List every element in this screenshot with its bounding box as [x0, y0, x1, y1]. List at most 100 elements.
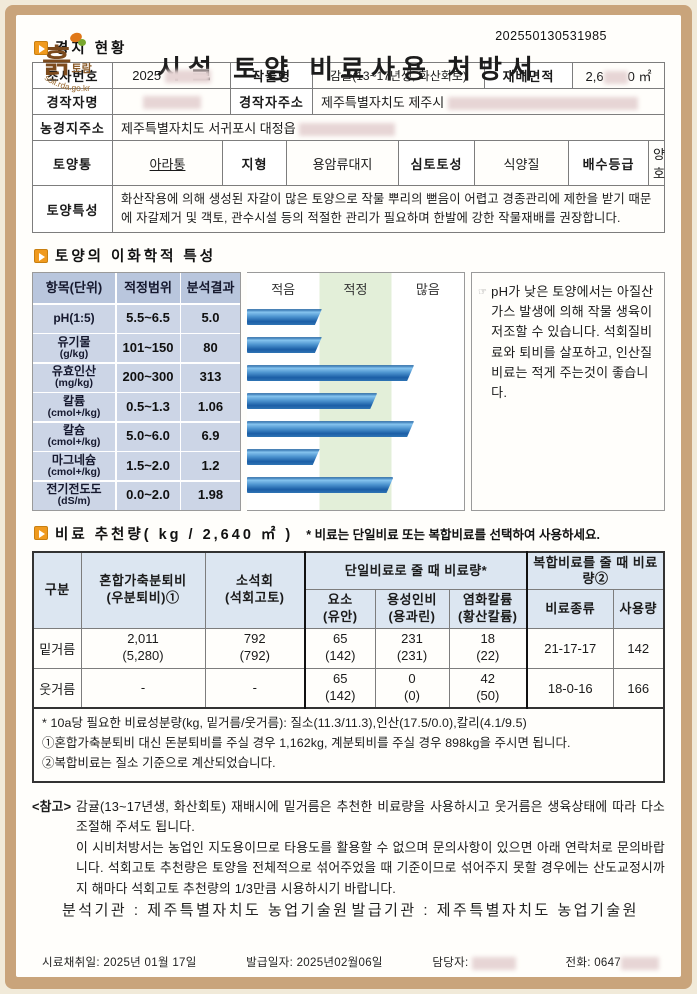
row-label: 밑거름: [32, 627, 82, 669]
fertilizer-select-note: * 비료는 단일비료 또는 복합비료를 선택하여 사용하세요.: [306, 527, 600, 542]
compost-value: -: [80, 667, 206, 709]
reference-paragraph: 감귤(13~17년생, 화산회토) 재배시에 밑거름은 추천한 비료량을 사용하…: [76, 798, 665, 835]
urea-value: 65 (142): [304, 667, 376, 709]
farmer-name-value: [112, 88, 231, 115]
redacted-value: [299, 123, 396, 137]
group-compound-fertilizer: 복합비료를 줄 때 비료량②: [526, 551, 665, 591]
chart-zone-labels: 적음 적정 많음: [247, 273, 464, 303]
reference-label: <참고>: [32, 798, 72, 814]
chart-range: 0.5~1.3: [116, 393, 180, 422]
chart-item-calcium: 칼슘 (cmol+/kg): [33, 422, 115, 451]
issue-org: 발급기관 : 제주특별자치도 농업기술원: [351, 902, 639, 920]
col-potassium: 염화칼륨 (황산칼륨): [448, 589, 528, 629]
table-row: 토양통 아라통 지형 용암류대지 심토토성 식양질 배수등급 양호: [32, 140, 665, 186]
subsoil-texture-value: 식양질: [474, 140, 569, 186]
table-row: 요소 (유안) 용성인비 (용과린) 염화칼륨 (황산칼륨) 비료종류 사용량: [33, 589, 665, 629]
lime-value: -: [204, 667, 306, 709]
npk-value: 21-17-17: [526, 627, 614, 669]
topography-label: 지형: [222, 140, 287, 186]
section-fertilizer-label: 비료 추천량( kg / 2,640 ㎡ ): [55, 526, 294, 543]
chart-value-table: 항목(단위) 적정범위 분석결과 pH(1:5) 5.5~6.5 5.0 유기물…: [32, 272, 241, 511]
land-addr-label: 농경지주소: [32, 114, 113, 141]
footnote-line: ①혼합가축분퇴비 대신 돈분퇴비를 주실 경우 1,162kg, 계분퇴비를 주…: [42, 736, 571, 751]
bar-magnesium: [247, 449, 320, 465]
potassium-value: 42 (50): [448, 667, 528, 709]
redacted-value: [621, 956, 659, 970]
zone-label-low: 적음: [271, 281, 296, 297]
subsoil-texture-label: 심토토성: [398, 140, 475, 186]
chart-bar-row: [247, 331, 464, 359]
col-npk-type: 비료종류: [526, 589, 614, 629]
farmer-addr-value: 제주특별자치도 제주시: [312, 88, 665, 115]
section-fertilizer: 비료 추천량( kg / 2,640 ㎡ ) * 비료는 단일비료 또는 복합비…: [34, 523, 665, 544]
document-page: 흙토람 soil.rda.go.kr 202550130531985 시설 토양…: [16, 15, 681, 977]
soil-advice-box: ☞ pH가 낮은 토양에서는 아질산가스 발생에 의해 작물 생육이 저조할 수…: [471, 272, 665, 511]
chart-bar-row: [247, 387, 464, 415]
drainage-value: 양호: [648, 140, 665, 186]
chart-range: 200~300: [116, 363, 180, 392]
document-footer: 시료채취일: 2025년 01월 17일 발급일자: 2025년02월06일 담…: [32, 954, 665, 970]
table-row-topdress: 웃거름 - - 65 (142) 0 (0) 42 (50) 18-0-16 166: [32, 667, 665, 709]
crop-value: 감귤(13~17년생, 화산회토): [312, 62, 485, 89]
chart-value: 1.06: [181, 393, 240, 422]
bar-phosphate: [247, 365, 414, 381]
area-label: 재배면적: [484, 62, 573, 89]
soil-info-table: 토양통 아라통 지형 용암류대지 심토토성 식양질 배수등급 양호 토양특성 화…: [32, 140, 665, 234]
chart-range: 1.5~2.0: [116, 452, 180, 481]
redacted-value: [447, 97, 638, 111]
drainage-label: 배수등급: [568, 140, 649, 186]
section-play-icon: [34, 248, 48, 263]
row-label: 웃거름: [32, 667, 82, 709]
col-phosphate: 용성인비 (용과린): [374, 589, 450, 629]
fertilizer-footnotes: * 10a당 필요한 비료성분량(kg, 밑거름/웃거름): 질소(11.3/1…: [32, 709, 665, 783]
zone-label-high: 많음: [415, 281, 440, 297]
table-row: 경작자명 경작자주소 제주특별자치도 제주시: [32, 88, 665, 115]
agencies-row: 분석기관 : 제주특별자치도 농업기술원 발급기관 : 제주특별자치도 농업기술…: [32, 899, 665, 920]
chart-item-magnesium: 마그네슘 (cmol+/kg): [33, 452, 115, 481]
lime-value: 792 (792): [204, 627, 306, 669]
section-field-status: 경지 현황: [34, 37, 665, 58]
chart-bar-row: [247, 471, 464, 499]
chart-item-organic-matter: 유기물 (g/kg): [33, 334, 115, 363]
chart-bar-row: [247, 415, 464, 443]
chart-item-ph: pH(1:5): [33, 304, 115, 333]
analysis-org: 분석기관 : 제주특별자치도 농업기술원: [62, 902, 350, 920]
footnote-line: ②복합비료는 질소 기준으로 계산되었습니다.: [42, 756, 276, 771]
chart-value: 80: [181, 334, 240, 363]
sample-date: 시료채취일: 2025년 01월 17일: [42, 957, 197, 970]
footnote-line: * 10a당 필요한 비료성분량(kg, 밑거름/웃거름): 질소(11.3/1…: [42, 716, 527, 731]
logo-toram-text: 토람: [71, 63, 92, 75]
soil-advice-text: pH가 낮은 토양에서는 아질산가스 발생에 의해 작물 생육이 저조할 수 있…: [491, 284, 654, 400]
chart-range: 101~150: [116, 334, 180, 363]
soil-series-label: 토양통: [32, 140, 113, 186]
phosphate-value: 231 (231): [374, 627, 450, 669]
soil-character-text: 화산작용에 의해 생성된 자갈이 많은 토양으로 작물 뿌리의 뻗음이 어렵고 …: [112, 184, 665, 234]
section-play-icon: [34, 40, 48, 55]
table-row: 조사번호 2025 작물명 감귤(13~17년생, 화산회토) 재배면적 2,6…: [32, 62, 665, 89]
table-row: 농경지주소 제주특별자치도 서귀포시 대정읍: [32, 114, 665, 141]
col-amount: 사용량: [612, 589, 665, 629]
urea-value: 65 (142): [304, 627, 376, 669]
compost-value: 2,011 (5,280): [80, 627, 206, 669]
chart-bar-row: [247, 443, 464, 471]
chart-col-header: 적정범위: [116, 273, 180, 304]
bar-ph: [247, 309, 322, 325]
chart-value: 1.98: [181, 481, 240, 510]
heuktoram-logo-icon: 흙토람 soil.rda.go.kr: [40, 29, 136, 99]
fertilizer-table: 구분 혼합가축분퇴비 (우분퇴비)① 소석회 (석회고토) 단일비료로 줄 때 비료…: [32, 550, 665, 710]
chart-value: 1.2: [181, 452, 240, 481]
chart-item-ec: 전기전도도 (dS/m): [33, 481, 115, 510]
section-soil-properties-label: 토양의 이화학적 특성: [55, 249, 217, 266]
potassium-value: 18 (22): [448, 627, 528, 669]
chart-bar-row: [247, 359, 464, 387]
col-gubun: 구분: [32, 551, 82, 629]
chart-col-header: 분석결과: [181, 273, 240, 304]
chart-value: 6.9: [181, 422, 240, 451]
section-field-status-label: 경지 현황: [55, 41, 128, 57]
soil-character-label: 토양특성: [32, 184, 113, 234]
field-status-table: 조사번호 2025 작물명 감귤(13~17년생, 화산회토) 재배면적 2,6…: [32, 62, 665, 141]
crop-label: 작물명: [230, 62, 313, 89]
pointing-hand-icon: ☞: [478, 287, 488, 299]
table-row: 구분 혼합가축분퇴비 (우분퇴비)① 소석회 (석회고토) 단일비료로 줄 때 비료…: [32, 551, 665, 629]
bar-calcium: [247, 421, 414, 437]
